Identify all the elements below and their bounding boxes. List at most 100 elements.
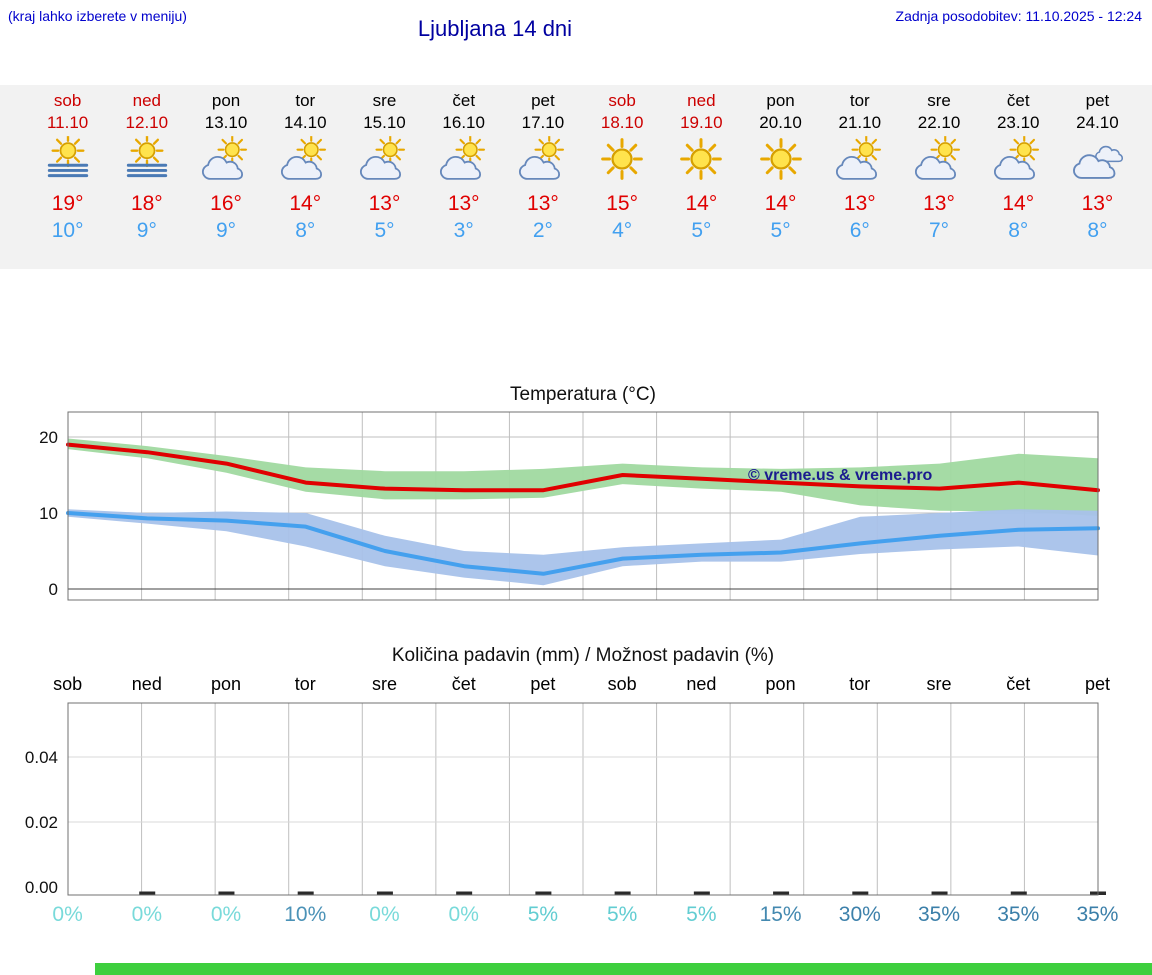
forecast-day[interactable]: tor 14.10 14° 8° <box>266 91 345 269</box>
day-name: pet <box>531 91 555 110</box>
low-temp: 8° <box>1087 219 1108 242</box>
precip-day-label: pet <box>530 674 556 694</box>
precip-day-label: sre <box>371 674 397 694</box>
precip-day-label: ned <box>131 674 162 694</box>
precip-day-label: čet <box>451 674 476 694</box>
precip-percent: 5% <box>527 903 559 926</box>
forecast-day[interactable]: čet 16.10 13° 3° <box>424 91 503 269</box>
svg-text:0.04: 0.04 <box>25 748 58 767</box>
low-temp: 6° <box>849 219 870 242</box>
day-name: čet <box>1006 91 1030 110</box>
page-title: Ljubljana 14 dni <box>417 16 573 41</box>
high-temp: 13° <box>527 192 559 215</box>
high-temp: 13° <box>923 192 955 215</box>
precip-percent: 5% <box>606 903 638 926</box>
weather-icon <box>755 136 807 182</box>
svg-text:0.02: 0.02 <box>25 813 58 832</box>
day-date: 18.10 <box>600 113 644 132</box>
precip-day-label: ned <box>686 674 717 694</box>
low-temp: 9° <box>216 219 237 242</box>
high-temp: 13° <box>843 192 876 215</box>
low-temp: 3° <box>453 219 474 242</box>
forecast-day[interactable]: pon 13.10 16° 9° <box>186 91 265 269</box>
low-temp: 9° <box>136 219 157 242</box>
forecast-day[interactable]: sob 11.10 19° 10° <box>28 91 107 269</box>
precip-day-label: čet <box>1006 674 1031 694</box>
low-temp: 5° <box>374 219 395 242</box>
weather-icon <box>200 136 252 182</box>
day-name: sob <box>608 91 636 110</box>
precip-percent-row: 0% 0% 0% 10% 0% 0% 5% 5% 5% 15% 30% 35% 35% 35% <box>0 903 1152 927</box>
precip-percent: 15% <box>759 903 802 926</box>
day-name: čet <box>452 91 476 110</box>
precip-day-label: sob <box>53 674 83 694</box>
precip-percent: 30% <box>838 903 881 926</box>
day-name: ned <box>687 91 716 110</box>
forecast-day[interactable]: sre 15.10 13° 5° <box>345 91 424 269</box>
precip-day-label: sre <box>926 674 952 694</box>
precip-chart-title: Količina padavin (mm) / Možnost padavin … <box>391 645 775 666</box>
precipitation-chart: 0.00 0.02 0.04 <box>25 702 1106 897</box>
day-date: 21.10 <box>838 113 882 132</box>
chart-watermark: © vreme.us & vreme.pro <box>748 467 933 484</box>
precip-percent: 35% <box>997 903 1040 926</box>
high-temp: 13° <box>368 192 401 215</box>
low-temp: 10° <box>51 219 84 242</box>
precip-percent: 5% <box>686 903 717 926</box>
precip-day-label: pet <box>1084 674 1110 694</box>
day-date: 23.10 <box>996 113 1040 132</box>
high-temp: 13° <box>1081 192 1114 215</box>
low-temp: 8° <box>1008 219 1029 242</box>
precip-percent: 0% <box>52 903 83 926</box>
weather-icon <box>121 136 173 182</box>
day-date: 24.10 <box>1076 113 1119 132</box>
svg-text:0.00: 0.00 <box>25 878 58 897</box>
low-temp: 7° <box>928 219 950 242</box>
high-temp: 14° <box>1002 192 1035 215</box>
temperature-chart: 0 10 20 © vreme.us & vreme.pro <box>39 411 1100 601</box>
temp-chart-title: Temperatura (°C) <box>510 384 656 405</box>
day-date: 17.10 <box>521 113 565 132</box>
forecast-day[interactable]: pet 24.10 13° 8° <box>1058 91 1137 269</box>
forecast-day[interactable]: pet 17.10 13° 2° <box>503 91 582 269</box>
day-name: pon <box>211 91 241 110</box>
forecast-day[interactable]: ned 19.10 14° 5° <box>662 91 741 269</box>
precip-day-label: sob <box>607 674 637 694</box>
precip-percent: 0% <box>369 903 400 926</box>
forecast-day[interactable]: pon 20.10 14° 5° <box>741 91 820 269</box>
forecast-day[interactable]: sob 18.10 15° 4° <box>583 91 662 269</box>
day-date: 22.10 <box>917 113 961 132</box>
weather-icon <box>517 136 569 182</box>
day-date: 13.10 <box>204 113 248 132</box>
weather-icon <box>675 136 727 182</box>
day-date: 12.10 <box>125 113 169 132</box>
weather-icon <box>279 136 331 182</box>
forecast-day[interactable]: tor 21.10 13° 6° <box>820 91 899 269</box>
high-temp: 14° <box>289 192 322 215</box>
weather-icon <box>1071 136 1123 182</box>
forecast-day[interactable]: ned 12.10 18° 9° <box>107 91 186 269</box>
forecast-strip: sob 11.10 19° 10° ned 12.10 18° 9° pon 1… <box>0 85 1152 269</box>
day-name: sre <box>927 91 951 110</box>
precip-percent: 10% <box>284 903 327 926</box>
high-temp: 19° <box>51 192 84 215</box>
footer-green-bar <box>95 963 1152 975</box>
precip-percent: 0% <box>210 903 242 926</box>
day-name: ned <box>132 91 162 110</box>
high-temp: 14° <box>685 192 718 215</box>
precip-day-label: tor <box>849 674 871 694</box>
weather-icon <box>913 136 965 182</box>
forecast-day[interactable]: sre 22.10 13° 7° <box>899 91 978 269</box>
day-name: pon <box>766 91 795 110</box>
low-temp: 8° <box>295 219 316 242</box>
day-name: sre <box>372 91 397 110</box>
weather-icon <box>596 136 648 182</box>
low-temp: 5° <box>770 219 791 242</box>
day-date: 15.10 <box>363 113 406 132</box>
svg-text:10: 10 <box>39 504 58 523</box>
last-update: Zadnja posodobitev: 11.10.2025 - 12:24 <box>895 8 1142 24</box>
forecast-day[interactable]: čet 23.10 14° 8° <box>979 91 1058 269</box>
day-date: 16.10 <box>442 113 485 132</box>
low-temp: 4° <box>612 219 633 242</box>
day-date: 19.10 <box>680 113 723 132</box>
